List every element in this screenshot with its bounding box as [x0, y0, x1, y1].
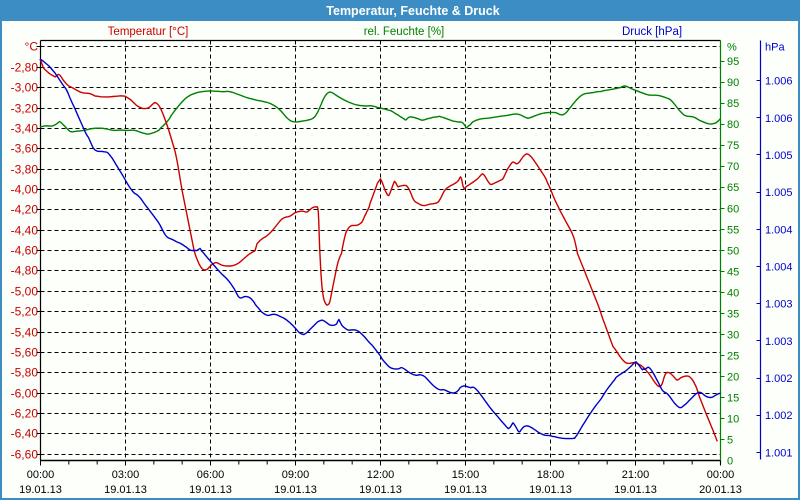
svg-text:0: 0	[727, 456, 733, 468]
svg-text:35: 35	[727, 308, 739, 320]
svg-text:19.01.13: 19.01.13	[19, 484, 62, 496]
svg-text:19.01.13: 19.01.13	[529, 484, 572, 496]
svg-text:-5,00: -5,00	[11, 285, 39, 299]
svg-text:1.003: 1.003	[765, 299, 793, 311]
svg-text:20: 20	[727, 371, 739, 383]
svg-text:-6,20: -6,20	[11, 407, 39, 421]
svg-text:30: 30	[727, 329, 739, 341]
svg-text:65: 65	[727, 182, 739, 194]
svg-text:19.01.13: 19.01.13	[104, 484, 147, 496]
svg-text:1.005: 1.005	[765, 150, 793, 162]
svg-text:-6,60: -6,60	[11, 448, 39, 462]
svg-text:1.005: 1.005	[765, 187, 793, 199]
svg-text:-4,20: -4,20	[11, 203, 39, 217]
svg-text:-3,80: -3,80	[11, 163, 39, 177]
svg-text:-6,00: -6,00	[11, 387, 39, 401]
svg-text:%: %	[727, 42, 737, 54]
svg-text:1.004: 1.004	[765, 262, 793, 274]
svg-text:85: 85	[727, 98, 739, 110]
svg-text:45: 45	[727, 266, 739, 278]
svg-text:-4,80: -4,80	[11, 264, 39, 278]
svg-text:Temperatur, Feuchte & Druck: Temperatur, Feuchte & Druck	[326, 4, 499, 18]
svg-text:1.004: 1.004	[765, 224, 793, 236]
svg-text:06:00: 06:00	[197, 469, 225, 481]
svg-text:19.01.13: 19.01.13	[189, 484, 232, 496]
svg-text:Temperatur [°C]: Temperatur [°C]	[108, 26, 189, 38]
svg-text:21:00: 21:00	[622, 469, 650, 481]
svg-text:-4,00: -4,00	[11, 183, 39, 197]
svg-text:19.01.13: 19.01.13	[274, 484, 317, 496]
svg-text:-6,40: -6,40	[11, 427, 39, 441]
svg-text:1.001: 1.001	[765, 447, 793, 459]
svg-text:hPa: hPa	[765, 42, 785, 54]
svg-text:50: 50	[727, 245, 739, 257]
svg-text:5: 5	[727, 435, 733, 447]
svg-text:55: 55	[727, 224, 739, 236]
svg-text:95: 95	[727, 56, 739, 68]
svg-text:60: 60	[727, 203, 739, 215]
svg-text:20.01.13: 20.01.13	[699, 484, 742, 496]
svg-text:-3,00: -3,00	[11, 81, 39, 95]
svg-text:70: 70	[727, 161, 739, 173]
svg-text:-4,40: -4,40	[11, 224, 39, 238]
svg-text:15: 15	[727, 392, 739, 404]
svg-text:40: 40	[727, 287, 739, 299]
svg-text:°C: °C	[25, 40, 39, 54]
svg-text:-5,40: -5,40	[11, 326, 39, 340]
svg-text:18:00: 18:00	[537, 469, 565, 481]
svg-text:00:00: 00:00	[707, 469, 735, 481]
svg-text:19.01.13: 19.01.13	[444, 484, 487, 496]
svg-text:Druck [hPa]: Druck [hPa]	[622, 26, 682, 38]
svg-text:-5,80: -5,80	[11, 366, 39, 380]
svg-text:19.01.13: 19.01.13	[359, 484, 402, 496]
svg-text:12:00: 12:00	[367, 469, 395, 481]
svg-text:-4,60: -4,60	[11, 244, 39, 258]
svg-text:1.002: 1.002	[765, 373, 793, 385]
svg-text:rel. Feuchte [%]: rel. Feuchte [%]	[364, 26, 445, 38]
svg-text:15:00: 15:00	[452, 469, 480, 481]
svg-text:10: 10	[727, 414, 739, 426]
svg-text:80: 80	[727, 119, 739, 131]
svg-text:-3,40: -3,40	[11, 122, 39, 136]
svg-text:75: 75	[727, 140, 739, 152]
svg-text:19.01.13: 19.01.13	[614, 484, 657, 496]
svg-text:00:00: 00:00	[27, 469, 55, 481]
svg-text:-5,60: -5,60	[11, 346, 39, 360]
svg-text:1.003: 1.003	[765, 336, 793, 348]
svg-text:09:00: 09:00	[282, 469, 310, 481]
svg-text:-5,20: -5,20	[11, 305, 39, 319]
svg-text:1.002: 1.002	[765, 410, 793, 422]
svg-text:-2,80: -2,80	[11, 61, 39, 75]
svg-text:-3,60: -3,60	[11, 142, 39, 156]
svg-text:03:00: 03:00	[112, 469, 140, 481]
svg-text:1.006: 1.006	[765, 76, 793, 88]
svg-text:25: 25	[727, 350, 739, 362]
svg-text:1.006: 1.006	[765, 113, 793, 125]
svg-text:-3,20: -3,20	[11, 102, 39, 116]
svg-text:90: 90	[727, 77, 739, 89]
